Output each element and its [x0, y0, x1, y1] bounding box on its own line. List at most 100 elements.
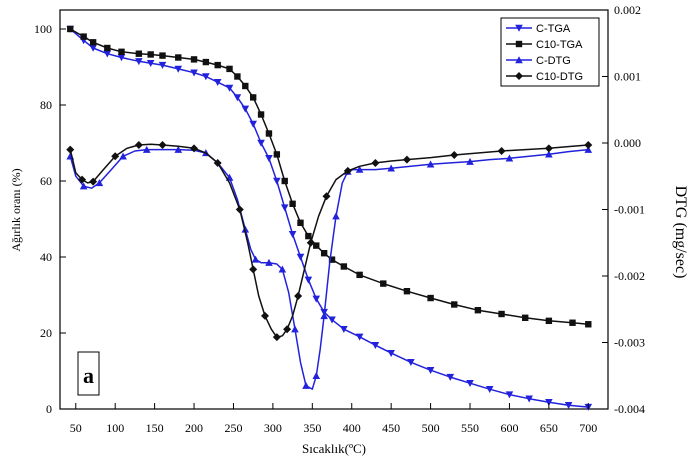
data-point: [249, 94, 257, 101]
data-point: [304, 276, 313, 284]
y-right-tick-label: 0.000: [614, 136, 641, 150]
data-point: [294, 291, 303, 300]
data-point: [67, 25, 74, 33]
y-left-tick-label: 60: [40, 174, 52, 188]
legend-marker: [515, 24, 523, 32]
y-left-tick-label: 40: [40, 250, 52, 264]
y-axis-right-label: DTG (mg/sec): [672, 186, 689, 279]
data-point: [175, 54, 182, 61]
data-point: [265, 155, 273, 162]
data-point: [545, 317, 553, 325]
data-point: [340, 263, 348, 270]
data-point: [249, 265, 258, 274]
y-right-tick-label: -0.003: [614, 336, 645, 350]
legend-marker: [515, 72, 523, 80]
data-point: [545, 150, 553, 158]
data-point: [242, 82, 249, 90]
data-point: [585, 321, 592, 328]
data-point: [278, 265, 287, 273]
data-point: [569, 319, 576, 326]
data-point: [505, 391, 514, 399]
y-left-tick-label: 0: [46, 402, 52, 416]
data-point: [265, 130, 273, 137]
data-point: [312, 295, 321, 303]
data-point: [79, 182, 88, 190]
data-point: [355, 165, 364, 173]
data-point: [147, 51, 154, 58]
data-point: [241, 105, 250, 113]
data-point: [261, 311, 270, 320]
data-point: [241, 225, 250, 233]
y-axis-left-label: Ağırlık oranı (%): [9, 168, 23, 251]
data-point: [328, 316, 336, 324]
data-point: [296, 253, 305, 261]
legend-label: C-TGA: [536, 23, 571, 35]
data-point: [89, 177, 98, 186]
data-point: [407, 359, 415, 367]
x-tick-label: 650: [540, 421, 558, 435]
data-point: [251, 255, 260, 263]
panel-label-box: [77, 351, 100, 396]
data-point: [371, 341, 380, 349]
legend-label: C10-DTG: [536, 71, 583, 83]
data-point: [320, 312, 328, 320]
data-point: [190, 56, 198, 63]
data-point: [118, 48, 125, 55]
data-point: [497, 146, 506, 155]
x-tick-label: 150: [146, 421, 164, 435]
data-point: [89, 44, 97, 52]
data-point: [273, 151, 281, 158]
data-point: [95, 179, 104, 187]
series-line-c10-dtg: [69, 143, 589, 338]
series-c-tga: [66, 25, 593, 411]
data-point: [117, 54, 126, 62]
data-point: [426, 367, 435, 375]
x-tick-label: 400: [343, 421, 361, 435]
data-point: [158, 61, 167, 69]
data-point: [249, 120, 257, 128]
data-point: [466, 157, 474, 165]
data-point: [505, 154, 514, 162]
data-point: [498, 310, 505, 318]
y-left-tick-label: 20: [40, 326, 52, 340]
x-tick-label: 600: [500, 421, 518, 435]
series-line-c-tga: [69, 28, 589, 408]
data-point: [403, 288, 411, 295]
data-point: [291, 325, 299, 333]
series-line-c-dtg: [69, 148, 589, 390]
data-point: [158, 140, 167, 149]
panel-label: a: [83, 363, 94, 388]
y-right-tick-label: -0.002: [614, 269, 645, 283]
y-right-tick-label: 0.002: [614, 3, 641, 17]
data-point: [387, 349, 395, 357]
data-point: [288, 231, 297, 238]
data-point: [584, 145, 593, 153]
data-point: [190, 144, 199, 153]
y-right-tick-label: -0.001: [614, 203, 645, 217]
x-tick-label: 550: [461, 421, 479, 435]
x-tick-label: 450: [382, 421, 400, 435]
x-tick-label: 300: [264, 421, 282, 435]
data-point: [214, 61, 221, 69]
data-point: [213, 79, 222, 86]
data-point: [387, 164, 395, 172]
data-point: [257, 111, 265, 118]
legend: C-TGA C10-TGA C-DTG C10-DTG: [500, 17, 600, 87]
x-tick-label: 700: [579, 421, 597, 435]
data-point: [103, 50, 112, 58]
data-point: [272, 333, 281, 342]
data-point: [104, 44, 111, 52]
data-point: [343, 166, 352, 175]
data-point: [332, 212, 340, 220]
data-point: [134, 140, 143, 149]
series-c10-tga: [67, 25, 592, 328]
data-point: [213, 158, 222, 167]
data-point: [427, 294, 434, 302]
data-point: [450, 150, 459, 159]
data-point: [89, 39, 97, 46]
data-point: [313, 242, 320, 249]
x-tick-label: 500: [422, 421, 440, 435]
data-point: [340, 326, 348, 333]
data-point: [474, 307, 482, 314]
